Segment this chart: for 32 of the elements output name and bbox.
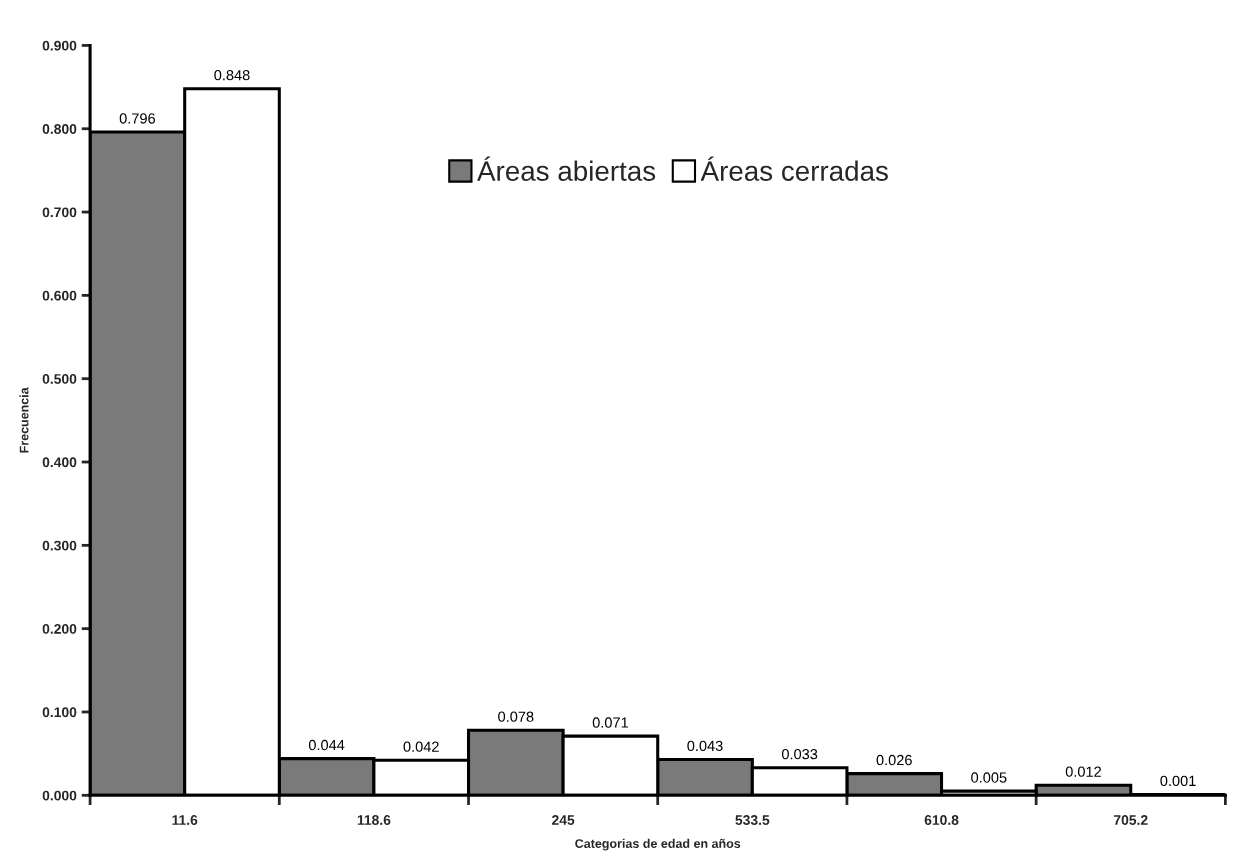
data-label: 0.043 (687, 740, 723, 752)
legend-label: Áreas abiertas (477, 156, 656, 181)
data-label: 0.796 (119, 113, 155, 124)
y-tick-label: 0.800 (42, 124, 77, 134)
y-tick-label: 0.400 (42, 457, 77, 468)
data-label: 0.848 (214, 69, 250, 81)
data-label: 0.078 (498, 711, 534, 722)
legend-label: Áreas cerradas (700, 156, 888, 181)
y-tick-label: 0.500 (42, 374, 77, 384)
data-label: 0.033 (781, 749, 818, 760)
x-axis-title: Categorias de edad en años (575, 838, 741, 851)
data-label: 0.001 (1160, 775, 1196, 787)
data-label: 0.005 (971, 772, 1007, 783)
y-tick-label: 0.300 (42, 540, 77, 551)
y-tick-label: 0.000 (42, 790, 77, 801)
x-tick-label: 610.8 (924, 815, 959, 825)
data-label: 0.026 (876, 754, 912, 766)
y-tick-label: 0.100 (42, 707, 77, 718)
x-tick-label: 705.2 (1113, 815, 1148, 825)
y-tick-label: 0.900 (42, 40, 77, 51)
y-tick-label: 0.200 (42, 623, 77, 634)
x-tick-label: 11.6 (172, 815, 198, 825)
data-label: 0.042 (403, 741, 439, 752)
y-axis-title: Frecuencia (19, 387, 29, 453)
data-label: 0.071 (592, 717, 628, 728)
x-tick-label: 533.5 (735, 815, 770, 825)
y-tick-label: 0.600 (42, 290, 77, 301)
data-label: 0.044 (308, 739, 345, 751)
x-tick-label: 245 (552, 815, 575, 825)
y-tick-label: 0.700 (42, 207, 77, 218)
x-tick-label: 118.6 (357, 815, 391, 825)
data-label: 0.012 (1065, 766, 1101, 777)
